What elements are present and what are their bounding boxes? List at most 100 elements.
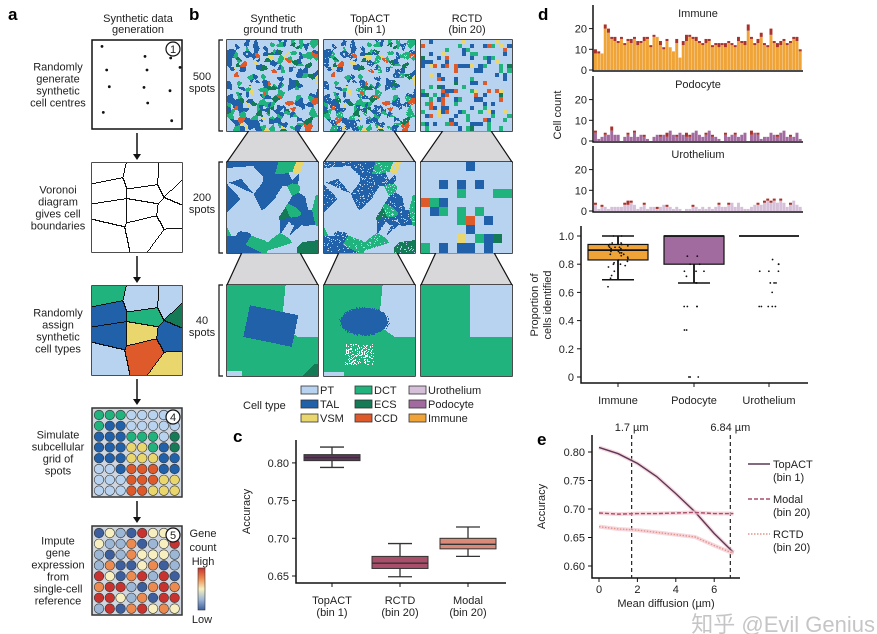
data-point: [695, 305, 698, 308]
x-tick-label: 2: [634, 584, 640, 596]
bar-misassigned: [665, 38, 669, 42]
data-point: [696, 255, 699, 258]
step-label: gives cell: [35, 209, 80, 221]
bar: [636, 45, 640, 70]
spot: [104, 527, 115, 539]
bar: [600, 53, 604, 70]
bar: [727, 136, 731, 141]
cell-centre-dot: [142, 86, 146, 89]
x-tick-label: TopACT: [312, 595, 352, 607]
data-point: [758, 270, 761, 273]
data-point: [610, 274, 613, 277]
bar: [642, 41, 646, 70]
bar-misassigned: [789, 41, 792, 44]
bar-misassigned: [795, 36, 799, 42]
spot: [104, 560, 115, 571]
spot: [93, 527, 105, 539]
data-point: [609, 253, 612, 256]
bar-misassigned: [785, 43, 789, 46]
y-tick-label: 0.60: [564, 561, 585, 573]
step-number-badge: [165, 527, 181, 543]
step-label: cell centres: [30, 98, 86, 110]
spot: [158, 538, 169, 549]
bar: [688, 208, 692, 211]
legend-title: Cell type: [243, 400, 286, 412]
data-point: [683, 270, 686, 273]
bar: [772, 200, 776, 211]
bar-misassigned: [652, 34, 656, 37]
bar: [740, 43, 744, 70]
bar: [750, 38, 753, 70]
data-point: [775, 282, 777, 284]
bar-misassigned: [607, 28, 610, 33]
spot: [104, 485, 115, 496]
spot: [169, 560, 180, 571]
spot: [147, 549, 159, 560]
bar: [782, 130, 786, 141]
spot: [126, 453, 137, 464]
bar: [753, 45, 757, 70]
legend-swatch-vsm: [300, 413, 319, 423]
bar: [698, 208, 701, 211]
cell-centre-dot: [107, 85, 111, 89]
spot: [126, 474, 137, 485]
spot: [104, 592, 115, 603]
spot: [93, 485, 105, 496]
spot: [115, 431, 126, 442]
y-axis-label: Accuracy: [536, 483, 548, 529]
spot: [147, 409, 159, 421]
bar: [623, 136, 627, 141]
row-label: 200: [193, 192, 211, 204]
y-axis-label: Proportion of: [529, 273, 541, 337]
spot: [137, 571, 148, 582]
axis: [592, 146, 803, 213]
step-label: diagram: [38, 197, 78, 209]
cell-centre-dot: [105, 68, 109, 72]
bar-misassigned: [779, 198, 783, 201]
bar: [600, 136, 604, 141]
bar-misassigned: [665, 204, 669, 207]
legend-label-tal: TAL: [320, 399, 339, 411]
row-label: 500: [193, 71, 211, 83]
bar: [685, 41, 688, 70]
bar: [753, 132, 757, 141]
bar-misassigned: [597, 51, 601, 54]
confidence-band: [598, 445, 735, 554]
bar: [792, 38, 796, 70]
bar-misassigned: [675, 38, 679, 44]
bar-misassigned: [659, 41, 662, 46]
spot: [158, 571, 169, 582]
bar: [665, 136, 669, 141]
bar: [659, 45, 662, 70]
cell-centre-dot: [101, 111, 105, 114]
bar-misassigned: [659, 134, 662, 137]
y-tick-label: 0.2: [559, 344, 574, 356]
bar: [685, 136, 688, 141]
bar: [798, 206, 802, 211]
legend-label: (bin 1): [773, 472, 804, 484]
bar-misassigned: [759, 32, 763, 37]
bar-misassigned: [623, 202, 627, 205]
gene-count-label: count: [190, 542, 217, 554]
data-point: [627, 257, 629, 260]
legend-swatch-podocyte: [408, 399, 427, 409]
bar: [659, 136, 662, 141]
y-tick-label: 0.75: [564, 476, 585, 488]
gene-count-colorbar: [197, 567, 206, 611]
y-tick-label: 0.6: [559, 287, 574, 299]
step-number: 4: [170, 412, 176, 424]
data-point: [689, 376, 692, 378]
spot: [93, 581, 105, 593]
spot: [147, 453, 159, 464]
bar: [759, 138, 763, 141]
bar-misassigned: [766, 198, 770, 201]
y-tick-label: 0.8: [559, 259, 574, 271]
spot: [158, 549, 169, 560]
x-tick-label: Immune: [598, 395, 638, 407]
bar: [772, 134, 776, 141]
bar: [711, 47, 714, 70]
bar-misassigned: [737, 36, 740, 42]
spot: [126, 571, 137, 582]
bar: [759, 204, 763, 211]
